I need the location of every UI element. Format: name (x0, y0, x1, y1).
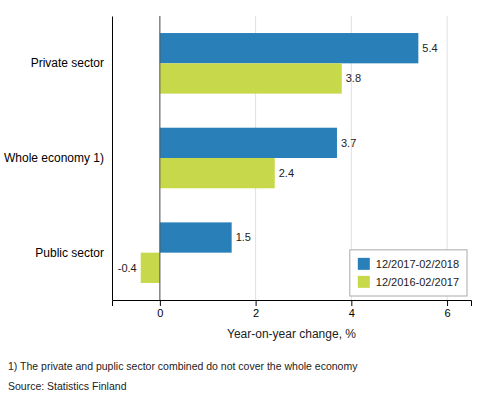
bar (160, 33, 418, 63)
x-tick: 6 (445, 300, 451, 319)
x-tick-label: 2 (253, 307, 259, 319)
bar (141, 253, 160, 283)
legend-label: 12/2016-02/2017 (376, 276, 459, 288)
y-tick-label: Private sector (31, 56, 104, 70)
y-tick: Private sector (31, 56, 112, 70)
bar (160, 63, 342, 93)
x-tick-label: 0 (157, 307, 163, 319)
data-label: -0.4 (118, 262, 137, 274)
bar (160, 128, 337, 158)
data-label: 3.8 (346, 72, 361, 84)
legend-swatch (358, 258, 370, 270)
x-axis-title: Year-on-year change, % (227, 327, 356, 341)
bar (160, 158, 275, 188)
x-tick-label: 4 (349, 307, 355, 319)
legend-swatch (358, 276, 370, 288)
chart: 1.5 3.7 5.4 -0.4 2.4 3.8 0 2 4 6 Public sector Whol… (0, 0, 493, 416)
legend-item: 12/2016-02/2017 (358, 276, 459, 288)
legend-item: 12/2017-02/2018 (358, 258, 459, 270)
y-tick-label: Whole economy 1) (4, 151, 104, 165)
legend: 12/2017-02/2018 12/2016-02/2017 (350, 250, 467, 296)
plot: 1.5 3.7 5.4 -0.4 2.4 3.8 0 2 4 6 Public sector Whol… (4, 16, 472, 319)
x-tick-mark (447, 300, 448, 306)
grid-line (159, 16, 160, 300)
x-tick: 0 (157, 300, 163, 319)
y-tick: Whole economy 1) (4, 151, 112, 165)
data-label: 5.4 (422, 42, 437, 54)
data-label: 1.5 (236, 231, 251, 243)
data-labels: 1.5 3.7 5.4 -0.4 2.4 3.8 (118, 42, 438, 274)
x-tick-label: 6 (445, 307, 451, 319)
zero-line (159, 16, 160, 300)
x-tick: 4 (349, 300, 355, 319)
x-tick-mark (351, 300, 352, 306)
x-tick-mark (256, 300, 257, 306)
data-label: 3.7 (341, 137, 356, 149)
y-tick-label: Public sector (35, 246, 104, 260)
x-tick-mark (160, 300, 161, 306)
data-label: 2.4 (279, 167, 294, 179)
y-axis-line (112, 17, 113, 301)
series (160, 33, 418, 253)
x-tick: 2 (253, 300, 259, 319)
bars (141, 33, 419, 283)
x-axis: 0 2 4 6 (113, 300, 472, 319)
footnote: 1) The private and puplic sector combine… (8, 360, 358, 372)
bar (160, 222, 232, 252)
legend-label: 12/2017-02/2018 (376, 258, 459, 270)
y-tick: Public sector (35, 246, 112, 260)
x-axis-line (113, 301, 472, 307)
legend-box (350, 250, 467, 296)
y-axis: Public sector Whole economy 1) Private sec… (4, 17, 113, 301)
series (141, 63, 342, 283)
footnote: Source: Statistics Finland (8, 380, 127, 392)
